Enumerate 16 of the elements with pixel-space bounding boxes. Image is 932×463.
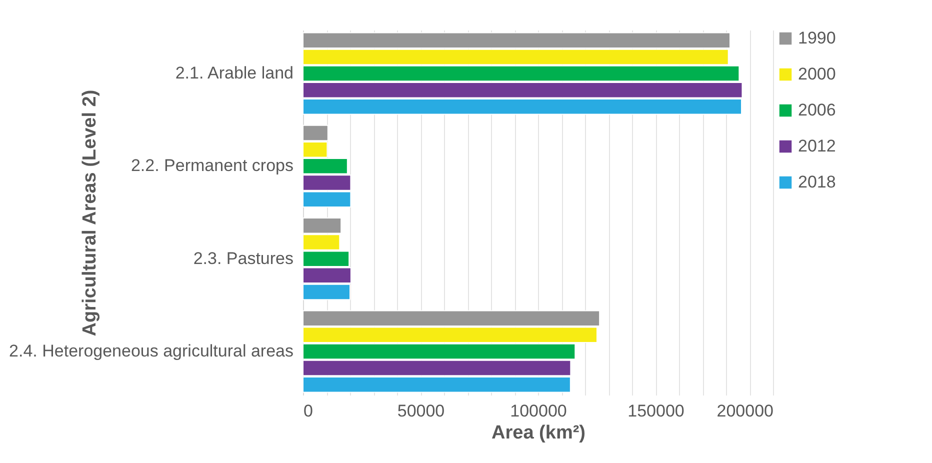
y-tick-label: 2.1. Arable land [175, 64, 294, 83]
legend-label: 2000 [798, 64, 836, 84]
y-tick-label: 2.4. Heterogeneous agricultural areas [9, 341, 294, 360]
x-tick-label: 200000 [716, 402, 774, 420]
legend-label: 1990 [798, 28, 836, 48]
y-tick-label: 2.3. Pastures [193, 248, 294, 268]
y-axis-title: Agricultural Areas (Level 2) [80, 90, 100, 336]
x-tick-label: 50000 [397, 402, 445, 420]
legend-label: 2012 [798, 136, 836, 156]
legend-label: 2018 [798, 172, 836, 192]
y-tick-label: 2.2. Permanent crops [130, 156, 294, 176]
x-axis-title: Area (km²) [492, 422, 586, 444]
x-tick-label: 150000 [628, 402, 684, 420]
legend-label: 2006 [798, 100, 836, 120]
x-tick-label: 0 [304, 402, 313, 420]
x-tick-label: 100000 [510, 402, 567, 420]
